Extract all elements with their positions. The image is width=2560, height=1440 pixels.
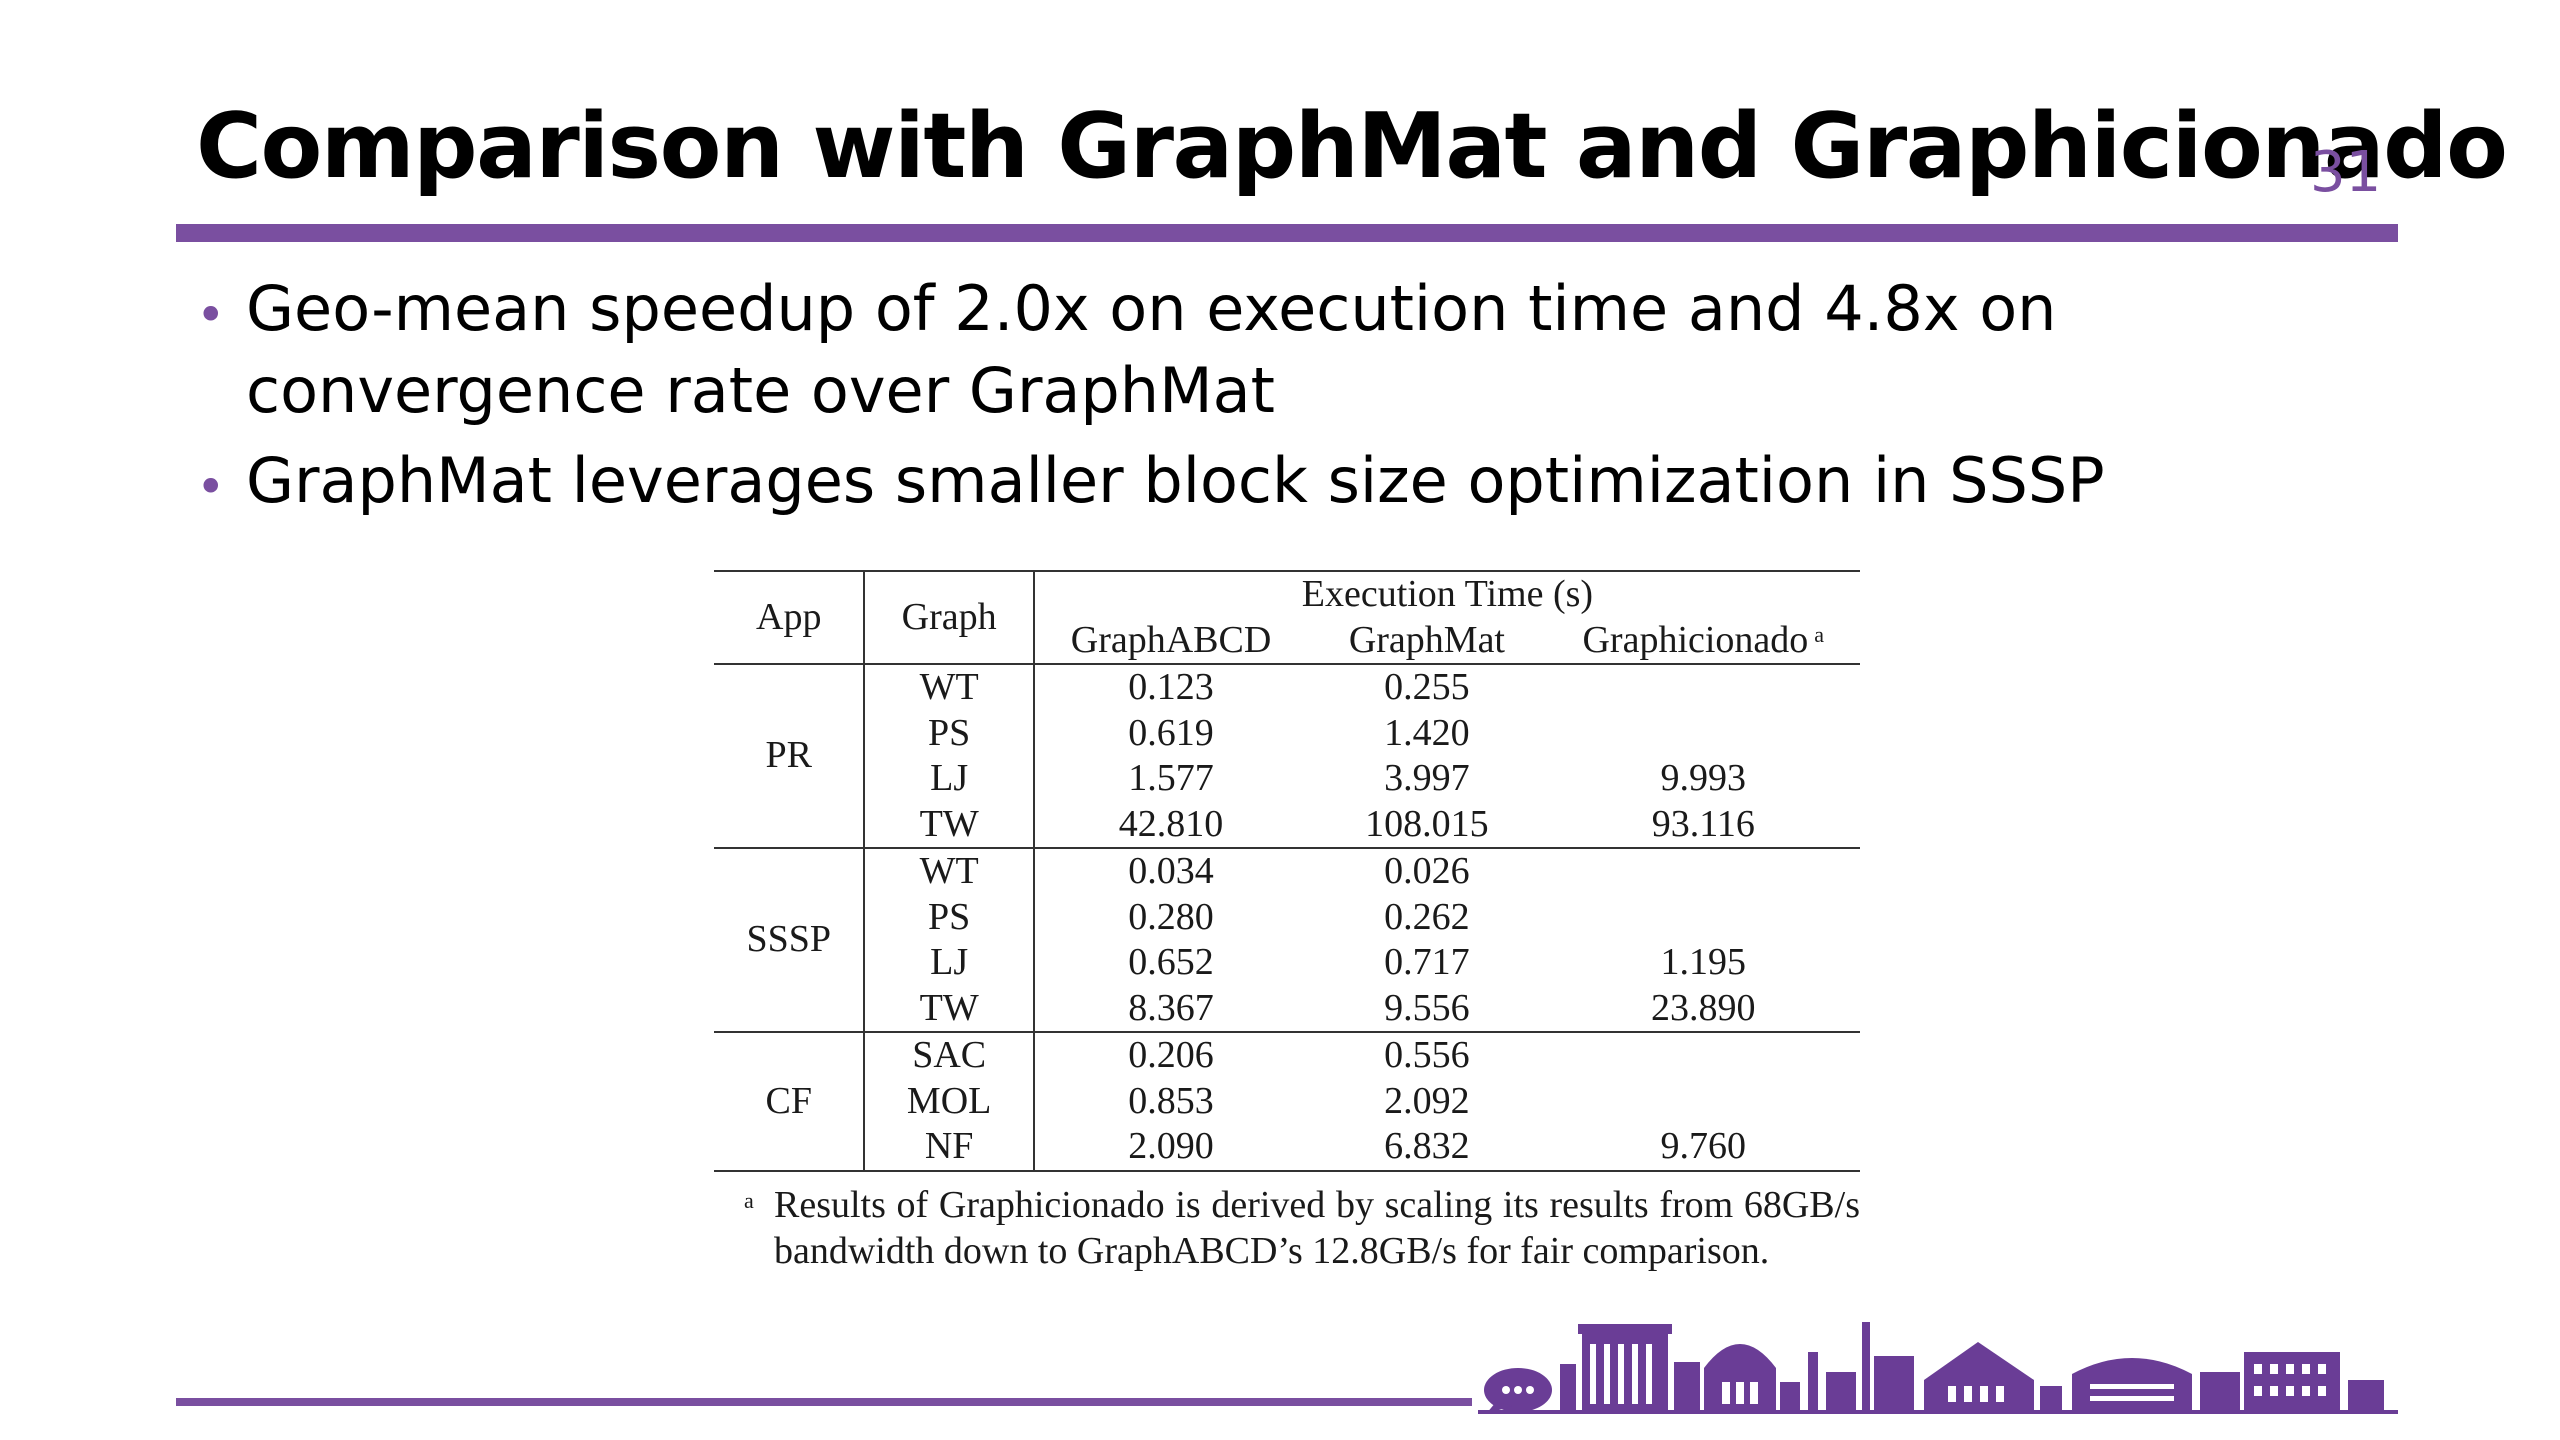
cell-graphicionado: 9.993 [1660,757,1747,799]
cell-graphmat: 0.556 [1307,1031,1547,1079]
table-row: TW 8.367 9.556 23.890 [714,985,1860,1032]
bullet-item: • Geo-mean speedup of 2.0x on execution … [190,268,2105,432]
cell-app: CF [714,1031,866,1171]
slide-title: Comparison with GraphMat and Graphiciona… [196,94,2508,199]
header-graphmat: GraphMat [1307,617,1547,665]
cell-app: PR [714,664,866,848]
footnote-marker: a [744,1187,754,1213]
bullet-item: • GraphMat leverages smaller block size … [190,440,2105,522]
cell-graphicionado [1546,847,1860,895]
cell-graphicionado [1547,1079,1860,1125]
cell-graphabcd: 0.853 [1128,1079,1214,1122]
cell-graphmat: 3.997 [1384,757,1470,799]
results-table: App Graph Execution Time (s) GraphABCD G… [714,570,1860,1172]
cell-graph: TW [864,985,1035,1032]
cell-graphicionado [1546,1031,1860,1079]
title-divider [176,224,2398,242]
cell-graphicionado [1547,711,1860,757]
cell-graphabcd: 2.090 [1128,1125,1214,1167]
cell-graphicionado: 23.890 [1651,986,1756,1029]
table-row: PR WT 0.123 0.255 [714,664,1860,848]
header-app: App [714,571,866,665]
cell-graphabcd: 1.577 [1128,757,1214,799]
cell-graphmat: 108.015 [1365,802,1489,845]
table-row: MOL 0.853 2.092 [714,1078,1860,1125]
bullet-text-line: convergence rate over GraphMat [246,354,1275,427]
table-row: NF 2.090 6.832 9.760 [714,1124,1860,1171]
cell-graphmat: 0.255 [1384,666,1470,708]
footnote-marker: a [1814,621,1825,647]
table-row: SSSP WT 0.034 0.026 [714,847,1860,1032]
header-graphicionado: Graphicionado a [1546,617,1860,665]
table-row: TW 42.810 108.015 93.116 [714,801,1860,848]
cell-graphabcd: 0.280 [1128,895,1214,938]
cell-graph: PS [864,710,1035,756]
bullet-dot-icon: • [196,286,226,344]
cell-graphicionado [1547,895,1860,941]
table-header: App Graph Execution Time (s) GraphABCD G… [714,571,1860,665]
cell-graph: SAC [864,1031,1035,1079]
cell-graphmat: 0.717 [1384,941,1470,983]
cell-graphicionado [1547,664,1860,711]
footer-divider [176,1398,1472,1406]
header-graphabcd: GraphABCD [1033,617,1308,665]
cell-graphicionado: 93.116 [1651,802,1755,845]
bullet-text-line: Geo-mean speedup of 2.0x on execution ti… [246,272,2057,345]
cell-graphmat: 2.092 [1384,1079,1470,1122]
cell-graphabcd: 0.619 [1128,711,1214,754]
cell-graph: TW [864,801,1035,848]
cell-graph: NF [864,1124,1035,1171]
cell-graph: WT [864,847,1035,895]
table-row: PS 0.280 0.262 [714,894,1860,941]
table-row: LJ 1.577 3.997 9.993 [714,756,1860,802]
cell-graphabcd: 0.652 [1128,941,1214,983]
cell-graphicionado: 9.760 [1660,1125,1747,1167]
table-footnote: a Results of Graphicionado is derived by… [714,1182,1860,1274]
cell-graphabcd: 0.206 [1033,1031,1308,1079]
bullet-text-line: GraphMat leverages smaller block size op… [246,444,2105,517]
table-row: PS 0.619 1.420 [714,710,1860,757]
cell-graphmat: 1.420 [1384,711,1470,754]
cell-graph: PS [864,894,1035,940]
campus-skyline-icon [1478,1322,2398,1414]
page-number: 31 [2310,140,2382,205]
cell-graph: WT [864,664,1035,711]
table-row: CF SAC 0.206 0.556 [714,1031,1860,1171]
cell-graphabcd: 0.123 [1128,666,1214,708]
table-row: LJ 0.652 0.717 1.195 [714,940,1860,986]
header-execution-time: Execution Time (s) [1301,573,1594,615]
cell-graphmat: 9.556 [1384,986,1470,1029]
cell-graphabcd: 0.034 [1033,847,1308,895]
cell-graph: LJ [864,940,1035,986]
cell-graphicionado: 1.195 [1660,941,1747,983]
bullet-list: • Geo-mean speedup of 2.0x on execution … [190,268,2105,530]
cell-graph: MOL [864,1078,1035,1124]
cell-graphabcd: 8.367 [1128,986,1214,1029]
cell-graphmat: 6.832 [1384,1125,1470,1167]
bullet-dot-icon: • [196,458,226,516]
cell-graphmat: 0.026 [1307,847,1547,895]
cell-graphmat: 0.262 [1384,895,1470,938]
footnote-text: Results of Graphicionado is derived by s… [774,1183,1860,1272]
header-graphicionado-label: Graphicionado [1582,618,1809,661]
cell-graph: LJ [864,756,1035,802]
table-body: PR WT 0.123 0.255 PS 0.619 1.420 LJ 1.577 3.997 9.… [714,664,1860,1171]
header-graph: Graph [864,571,1035,665]
cell-app: SSSP [714,847,866,1032]
cell-graphabcd: 42.810 [1118,802,1224,845]
results-table-figure: App Graph Execution Time (s) GraphABCD G… [714,570,1860,1274]
